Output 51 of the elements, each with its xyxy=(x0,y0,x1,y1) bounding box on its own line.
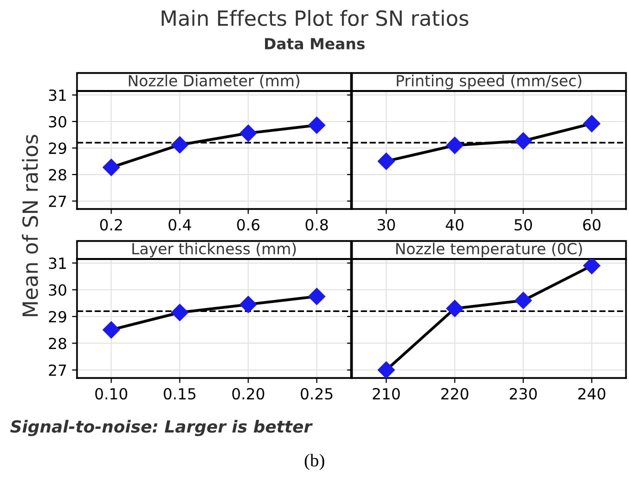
x-tick-label: 0.4 xyxy=(168,218,192,231)
point xyxy=(308,116,326,134)
text: (b) xyxy=(304,454,324,470)
x-tick-label: 0.8 xyxy=(306,218,328,231)
x-tick-label: 30 xyxy=(378,218,395,231)
x-tick-label: 0.20 xyxy=(232,388,264,400)
y-axis-title: Mean of SN ratios xyxy=(22,134,38,316)
x-tick-label: 60 xyxy=(583,218,600,231)
point xyxy=(378,361,395,378)
x-tick-label: 0.10 xyxy=(95,388,128,400)
y-tick-label: 28 xyxy=(48,168,66,181)
x-tick-label: 210 xyxy=(372,388,400,400)
y-tick-label: 31 xyxy=(49,257,66,270)
y-tick-label: 28 xyxy=(48,338,66,350)
point xyxy=(240,296,257,314)
x-axis-title: Nozzle temperature (0C) xyxy=(396,242,582,258)
chart-subtitle: Data Means xyxy=(265,38,365,50)
x-tick-label: 230 xyxy=(510,388,537,400)
point xyxy=(240,124,257,142)
x-tick-label: 220 xyxy=(441,388,468,400)
chart-title: Main Effects Plot for SN ratios xyxy=(162,10,468,26)
x-axis-title: Printing speed (mm/sec) xyxy=(396,74,582,90)
point xyxy=(514,132,532,150)
point xyxy=(102,158,120,176)
x-tick-label: 0.2 xyxy=(100,218,122,231)
point xyxy=(102,321,120,338)
x-tick-label: 0.15 xyxy=(164,388,196,400)
text: Signal-to-noise: Larger is better xyxy=(10,420,313,436)
point xyxy=(308,288,326,305)
x-tick-label: 0.6 xyxy=(237,218,260,231)
point xyxy=(514,292,532,309)
y-tick-label: 29 xyxy=(48,142,66,154)
y-tick-label: 30 xyxy=(49,116,66,128)
x-tick-label: 240 xyxy=(578,388,606,400)
point xyxy=(446,136,464,154)
x-axis-title: Layer thickness (mm) xyxy=(132,242,296,258)
point xyxy=(171,136,188,154)
point xyxy=(583,259,600,274)
y-tick-label: 30 xyxy=(49,284,66,296)
x-tick-label: 40 xyxy=(446,218,464,231)
x-tick-label: 0.25 xyxy=(300,388,332,400)
y-tick-label: 31 xyxy=(49,89,66,101)
y-tick-label: 27 xyxy=(48,196,66,207)
y-tick-label: 27 xyxy=(48,364,66,376)
x-tick-label: 50 xyxy=(514,218,532,231)
point xyxy=(171,304,188,322)
point xyxy=(446,300,464,318)
point xyxy=(583,115,600,132)
point xyxy=(378,152,395,170)
y-tick-label: 29 xyxy=(48,310,66,323)
x-axis-title: Nozzle Diameter (mm) xyxy=(128,74,300,88)
